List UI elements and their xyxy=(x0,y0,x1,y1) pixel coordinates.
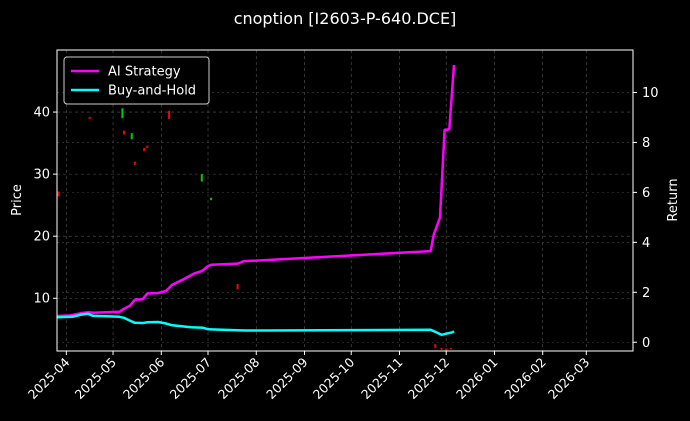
candle-down xyxy=(449,347,452,350)
y-tick-label-left: 40 xyxy=(33,106,50,121)
candle-down xyxy=(434,344,437,348)
series-line-ai-strategy xyxy=(56,64,456,318)
y-tick-label-right: 6 xyxy=(642,186,650,201)
legend-label-buy-and-hold: Buy-and-Hold xyxy=(108,84,196,99)
candle-down xyxy=(122,130,125,135)
chart-title: cnoption [I2603-P-640.DCE] xyxy=(234,9,457,28)
series-lines xyxy=(56,64,456,337)
candle-down xyxy=(143,148,146,152)
series-line-buy-and-hold xyxy=(56,312,455,337)
candle-down xyxy=(445,348,448,351)
candle-down xyxy=(133,161,136,165)
legend-label-ai-strategy: AI Strategy xyxy=(108,65,181,80)
y-tick-label-right: 10 xyxy=(642,86,659,101)
price-candles xyxy=(57,108,452,351)
candle-up xyxy=(210,197,213,201)
candle-down xyxy=(88,117,91,119)
y-tick-label-right: 8 xyxy=(642,136,650,151)
candle-down xyxy=(57,191,60,197)
legend: AI Strategy Buy-and-Hold xyxy=(63,56,210,105)
legend-box xyxy=(63,56,210,105)
plot-frame xyxy=(56,49,634,352)
candle-down xyxy=(168,110,171,119)
y-tick-label-left: 20 xyxy=(33,230,50,245)
y-tick-label-right: 2 xyxy=(642,286,650,301)
y-axis-label-right: Return xyxy=(666,178,681,221)
candle-down xyxy=(440,347,443,350)
y-axis-label-left: Price xyxy=(10,184,25,216)
candle-down xyxy=(146,145,149,149)
y-tick-label-right: 0 xyxy=(642,336,650,351)
candle-up xyxy=(121,108,124,119)
candle-up xyxy=(200,174,203,182)
y-tick-label-left: 10 xyxy=(33,292,50,307)
y-tick-label-left: 30 xyxy=(33,168,50,183)
y-tick-label-right: 4 xyxy=(642,236,650,251)
candle-up xyxy=(130,133,133,140)
candle-down xyxy=(236,283,239,290)
